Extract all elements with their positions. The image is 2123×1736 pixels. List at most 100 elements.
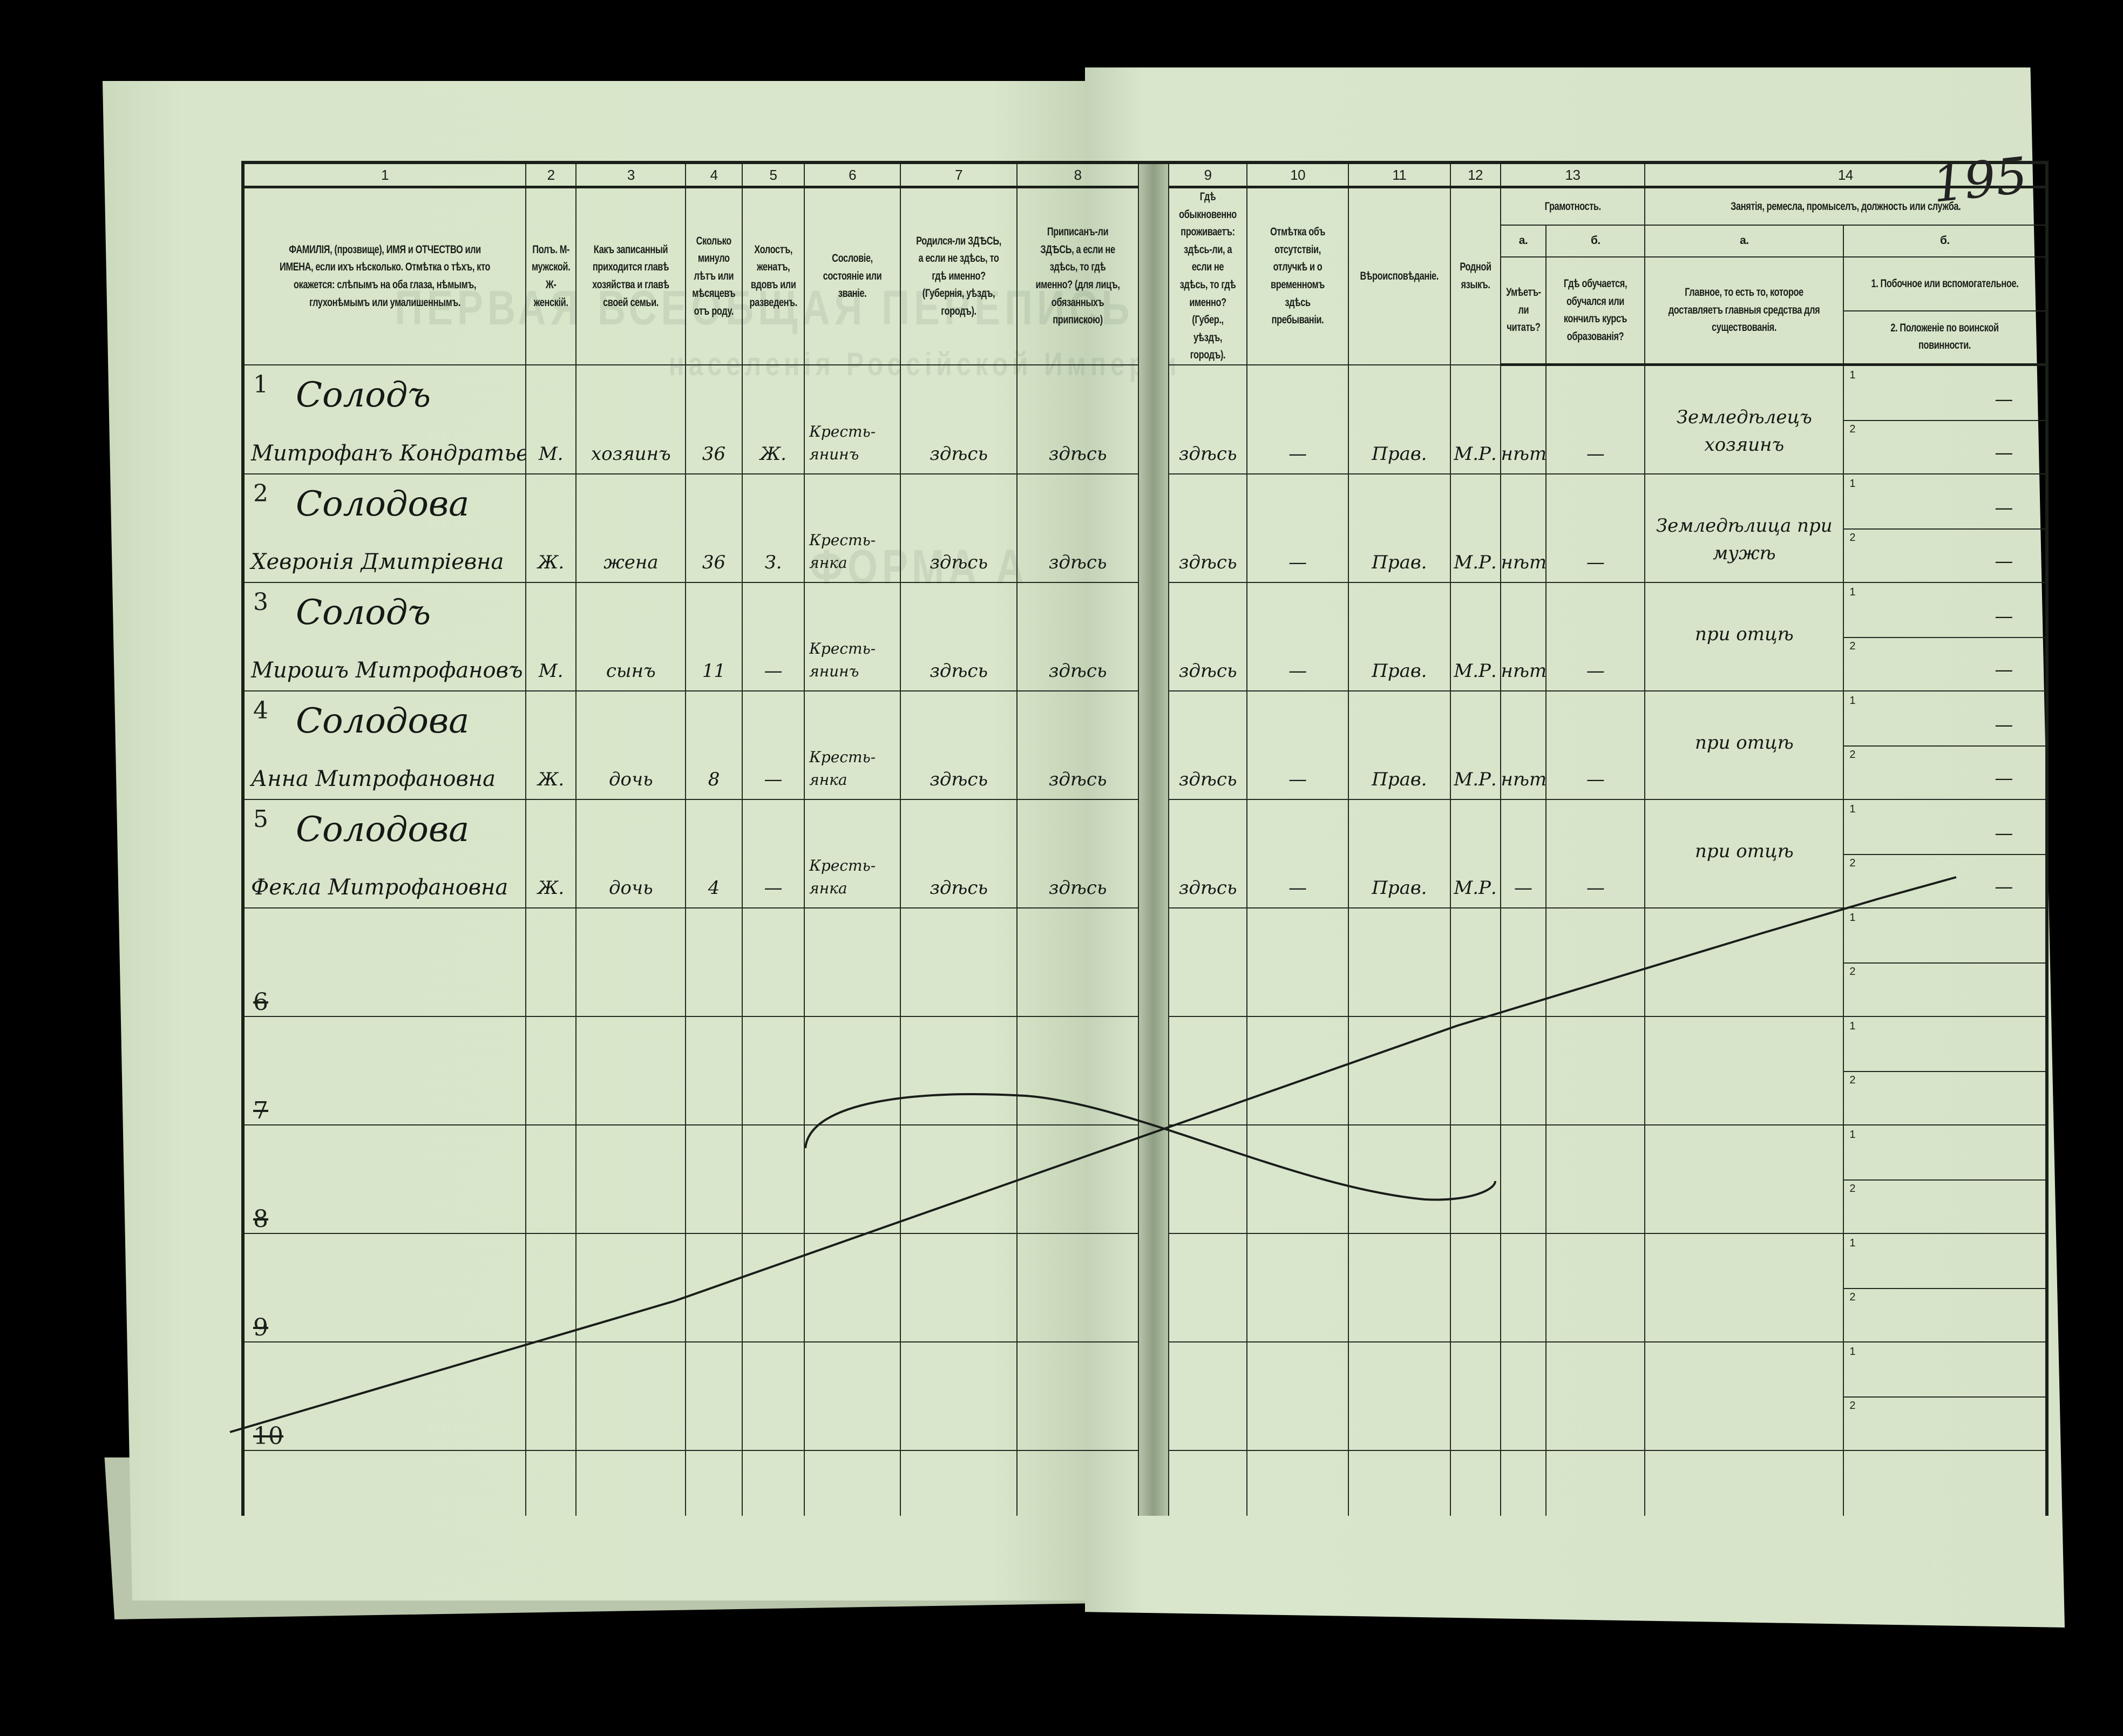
name-cell: 3 Солодъ Мирошъ Митрофановъ [242,582,526,692]
birthplace-cell-value: здѣсь [930,443,988,465]
side-military-cell: 1 2 [1843,1016,2048,1126]
name-cell: 2 Солодова Хевронія Дмитріевна [242,473,526,584]
col-num: 12 [1449,162,1501,189]
relation-cell: хозяинъ [575,364,687,475]
table-row: 7 1 2 [242,1016,2048,1126]
can-read-cell: — [1500,799,1547,909]
sub-label: 2 [1849,1182,1856,1195]
occupation-b-label: б. [1843,225,2048,258]
empty-cell [575,1450,687,1516]
sub-label: 1 [1849,1237,1856,1250]
marital-cell [741,1016,805,1126]
given-name: Хевронія Дмитріевна [251,550,504,575]
can-read-cell-value: нѣтъ [1501,443,1547,465]
sub-label: 1 [1849,369,1856,382]
book-gutter [1138,364,1169,474]
can-read-cell [1500,1016,1547,1126]
religion-cell-value: Прав. [1372,552,1427,574]
relation-cell [575,1016,687,1126]
residence-cell-value: здѣсь [1178,552,1237,574]
side-military-cell: 1 — 2 — [1843,799,2048,909]
marital-cell-value: Ж. [759,443,786,465]
education-cell [1545,1124,1646,1235]
education-cell-value: — [1586,877,1605,899]
table-row: 4 Солодова Анна Митрофановна Ж. дочь 8 — Крес… [242,690,2048,801]
sex-cell [525,907,577,1018]
birthplace-cell [900,1233,1018,1343]
birthplace-cell: здѣсь [900,799,1018,909]
sex-cell: М. [525,364,577,475]
name-cell: 9 [242,1233,526,1343]
education-cell [1545,1016,1646,1126]
book-gutter [1138,162,1169,187]
sex-cell-value: Ж. [538,552,565,574]
col-num: 5 [741,162,805,189]
surname: Солодова [296,810,470,850]
education-cell-value: — [1586,660,1605,682]
absence-cell [1246,907,1349,1018]
header-birthplace: Родился-ли ЗДѢСЬ, а если не здѣсь, то гд… [900,186,1018,365]
sub-label: 2 [1849,965,1856,978]
sex-cell [525,1341,577,1452]
military-value: — [1995,442,2013,464]
birthplace-cell-value: здѣсь [930,660,988,682]
header-military: 2. Положеніе по воинской повинности. [1890,321,1999,352]
registered-cell: здѣсь [1016,582,1139,692]
marital-cell [741,1233,805,1343]
surname: Солодъ [296,593,431,633]
col-num: 3 [575,162,687,189]
religion-cell [1348,1341,1451,1452]
side-military-cell: 1 — 2 — [1843,364,2048,475]
sub-label: 2 [1849,423,1856,435]
side-occupation-value: — [1995,497,2013,519]
sex-cell: Ж. [525,473,577,584]
language-cell-value: М.Р. [1454,877,1497,899]
header-can-read: Умѣетъ-ли читать? [1500,256,1547,367]
cancel-loop-stroke [804,1093,1496,1201]
main-occupation-cell [1644,1016,1844,1126]
sex-cell [525,1016,577,1126]
empty-cell [1168,1450,1248,1516]
education-cell [1545,1233,1646,1343]
relation-cell [575,907,687,1018]
header-occupation: Занятія, ремесла, промыселъ, должность и… [1644,186,2048,226]
language-cell-value: М.Р. [1454,552,1497,574]
religion-cell [1348,1016,1451,1126]
row-number: 7 [253,1097,268,1125]
diagonal-cancel-line [229,876,1957,1433]
education-cell [1545,1341,1646,1452]
registered-cell: здѣсь [1016,690,1139,801]
row-number: 9 [253,1314,268,1342]
education-cell-value: — [1586,443,1605,465]
sub-label: 2 [1849,1399,1856,1412]
absence-cell: — [1246,582,1349,692]
col-num: 9 [1168,162,1248,189]
residence-cell: здѣсь [1168,364,1248,475]
main-occupation-cell: при отцѣ [1644,690,1844,801]
marital-cell: — [741,582,805,692]
estate-cell-value: Кресть- янинъ [809,640,876,681]
age-cell-value: 11 [702,660,726,682]
book-gutter [1138,1125,1169,1234]
birthplace-cell: здѣсь [900,582,1018,692]
estate-cell: Кресть- янка [804,473,901,584]
can-read-cell [1500,1341,1547,1452]
sex-cell: Ж. [525,799,577,909]
can-read-cell-value: нѣтъ [1501,769,1547,791]
row-number: 5 [253,805,268,833]
registered-cell [1016,1124,1139,1235]
estate-cell-value: Кресть- янка [809,531,876,572]
estate-cell: Кресть- янинъ [804,364,901,475]
language-cell: М.Р. [1449,582,1501,692]
relation-cell-value: дочь [608,769,653,791]
side-military-cell: 1 — 2 — [1843,473,2048,584]
col-num: 6 [804,162,901,189]
marital-cell-value: З. [764,552,782,574]
marital-cell: З. [741,473,805,584]
row-number: 4 [253,697,268,725]
absence-cell [1246,1124,1349,1235]
sub-label: 1 [1849,478,1856,490]
book-gutter [1138,474,1169,583]
header-religion: Вѣроисповѣданіе. [1348,186,1451,365]
col-num: 14 [1644,162,2048,189]
